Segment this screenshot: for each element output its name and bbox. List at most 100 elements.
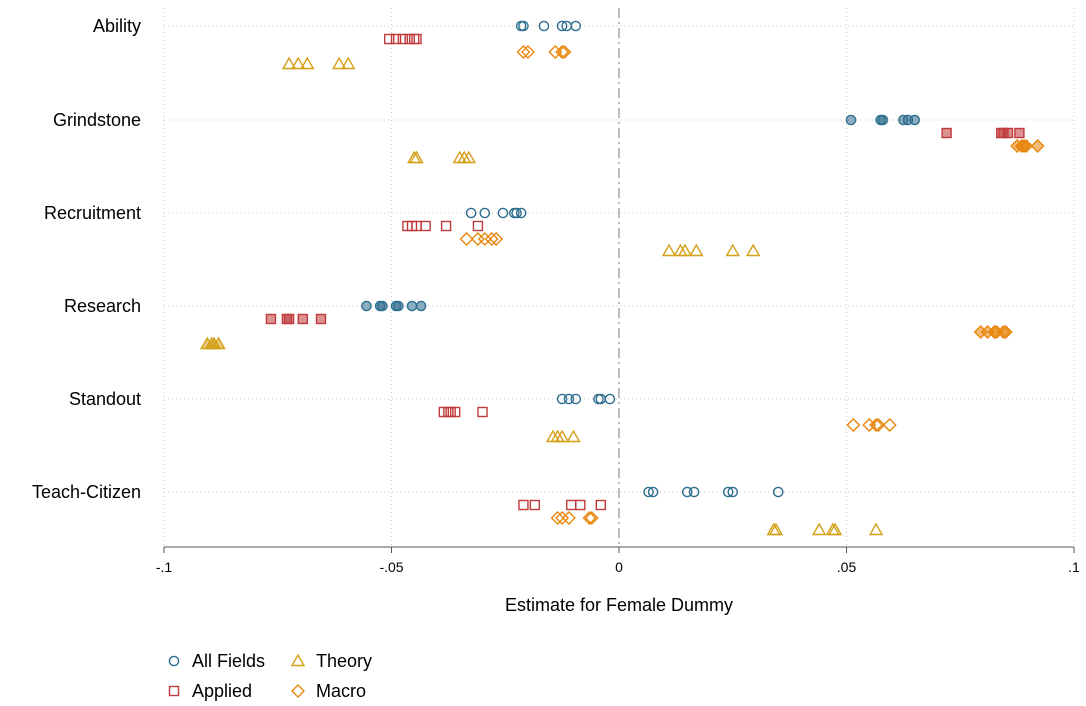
diamond-marker — [871, 418, 886, 432]
square-marker — [566, 499, 577, 511]
square-marker — [440, 220, 452, 232]
circle-marker — [518, 20, 529, 32]
circle-marker — [377, 300, 388, 312]
triangle-marker — [409, 150, 424, 164]
circle-marker — [497, 207, 509, 219]
circle-marker — [845, 114, 857, 126]
legend-square-icon — [168, 685, 180, 697]
square-marker — [575, 499, 586, 511]
diamond-marker — [584, 511, 599, 525]
triangle-marker — [554, 429, 570, 443]
series-theory — [200, 56, 884, 536]
x-tick-label: 0 — [615, 559, 623, 575]
series-applied — [265, 33, 1025, 511]
square-marker — [297, 313, 308, 325]
diamond-marker — [869, 418, 884, 432]
circle-marker — [681, 486, 693, 498]
diamond-marker — [555, 45, 570, 59]
triangle-marker — [768, 522, 784, 536]
square-marker — [941, 127, 952, 139]
x-tick-label: .05 — [837, 559, 857, 575]
diamond-marker — [846, 418, 861, 432]
circle-marker — [406, 300, 418, 312]
circle-marker — [688, 486, 700, 498]
legend-item: All Fields — [168, 651, 265, 671]
diamond-marker — [484, 232, 499, 246]
circle-marker — [465, 207, 477, 219]
circle-marker — [722, 486, 734, 498]
legend-label: Theory — [316, 651, 372, 671]
square-marker — [529, 499, 541, 511]
y-category-label: Research — [64, 296, 141, 316]
triangle-marker — [291, 56, 306, 70]
circle-marker — [647, 486, 659, 498]
legend: All Fields Theory Applied Macro — [168, 651, 372, 701]
diamond-marker — [521, 45, 535, 59]
y-category-labels: Ability Grindstone Recruitment Research Stan… — [32, 16, 141, 502]
data-markers — [200, 20, 1045, 536]
circle-marker — [393, 300, 404, 312]
square-marker — [518, 499, 529, 511]
circle-marker — [570, 393, 582, 405]
diamond-marker — [557, 45, 572, 59]
triangle-marker — [661, 243, 677, 257]
legend-triangle-icon — [290, 653, 306, 667]
square-marker — [472, 220, 484, 232]
square-marker — [384, 33, 395, 45]
legend-diamond-icon — [291, 684, 305, 698]
diamond-marker — [550, 511, 565, 525]
square-marker — [420, 220, 431, 232]
square-marker — [315, 313, 327, 325]
circle-marker — [570, 20, 582, 32]
legend-circle-icon — [168, 655, 180, 667]
legend-item: Applied — [168, 681, 252, 701]
circle-marker — [361, 300, 372, 312]
square-marker — [283, 313, 295, 325]
circle-marker — [415, 300, 427, 312]
square-marker — [595, 499, 606, 511]
diamond-marker — [477, 232, 492, 246]
triangle-marker — [827, 522, 843, 536]
x-axis: -.1 -.05 0 .05 .1 — [156, 546, 1080, 575]
circle-marker — [772, 486, 784, 498]
legend-item: Macro — [291, 681, 366, 701]
square-marker — [265, 313, 277, 325]
triangle-marker — [566, 429, 581, 443]
series-macro — [459, 45, 1045, 525]
diamond-marker — [516, 45, 531, 59]
legend-item: Theory — [290, 651, 372, 671]
series-all-fields — [361, 20, 921, 498]
circle-marker — [515, 207, 527, 219]
triangle-marker — [725, 243, 740, 257]
circle-marker — [556, 393, 568, 405]
square-marker — [390, 33, 402, 45]
y-category-label: Grindstone — [53, 110, 141, 130]
square-marker — [1014, 127, 1025, 139]
circle-marker — [727, 486, 739, 498]
square-marker — [450, 406, 461, 418]
x-tick-label: .1 — [1068, 559, 1080, 575]
diamond-marker — [548, 45, 563, 59]
diamond-marker — [561, 511, 576, 525]
y-category-label: Teach-Citizen — [32, 482, 141, 502]
legend-label: Applied — [192, 681, 252, 701]
triangle-marker — [689, 243, 704, 257]
circle-marker — [877, 114, 889, 126]
diamond-marker — [862, 418, 877, 432]
circle-marker — [538, 20, 550, 32]
diamond-marker — [1019, 139, 1034, 153]
triangle-marker — [331, 56, 347, 70]
square-marker — [1002, 127, 1014, 139]
legend-label: All Fields — [192, 651, 265, 671]
legend-label: Macro — [316, 681, 366, 701]
circle-marker — [909, 114, 921, 126]
triangle-marker — [341, 56, 356, 70]
circle-marker — [604, 393, 616, 405]
triangle-marker — [868, 522, 884, 536]
triangle-marker — [281, 56, 297, 70]
diamond-marker — [882, 418, 897, 432]
x-axis-title: Estimate for Female Dummy — [505, 595, 733, 615]
y-category-label: Recruitment — [44, 203, 141, 223]
diamond-marker — [1030, 139, 1045, 153]
